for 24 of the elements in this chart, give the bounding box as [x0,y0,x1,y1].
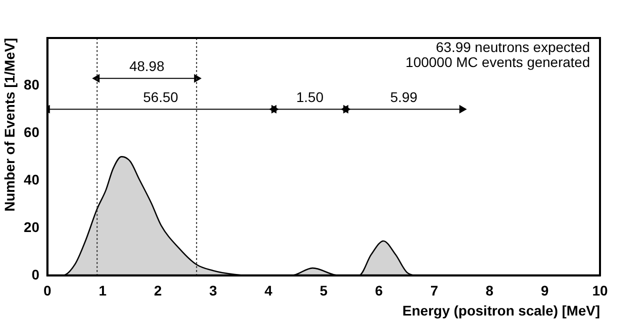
annotation: 5.99 [390,89,418,106]
x-tick-label: 5 [320,282,328,299]
y-tick-label: 80 [24,76,40,92]
y-tick-label: 0 [32,266,40,282]
y-axis-title: Number of Events [1/MeV] [1,38,18,212]
annotation: 1.50 [296,89,324,106]
x-tick-label: 9 [540,282,549,299]
x-tick-label: 6 [375,282,384,299]
x-axis-title: Energy (positron scale) [MeV] [402,302,600,318]
annotation: 56.50 [143,89,178,106]
y-tick-label: 60 [24,124,40,140]
x-tick-label: 3 [209,282,218,299]
annotation: 100000 MC events generated [406,54,590,70]
x-tick-label: 1 [98,282,107,299]
y-tick-label: 20 [24,218,40,235]
x-tick-label: 7 [430,282,438,299]
y-tick-label: 40 [24,171,40,188]
x-tick-label: 4 [264,282,273,299]
x-tick-label: 2 [154,282,162,299]
annotation: 48.98 [129,58,165,74]
x-tick-label: 8 [486,282,494,299]
annotation: 63.99 neutrons expected [436,38,590,55]
x-tick-label: 0 [43,282,52,299]
x-tick-label: 10 [592,282,608,299]
